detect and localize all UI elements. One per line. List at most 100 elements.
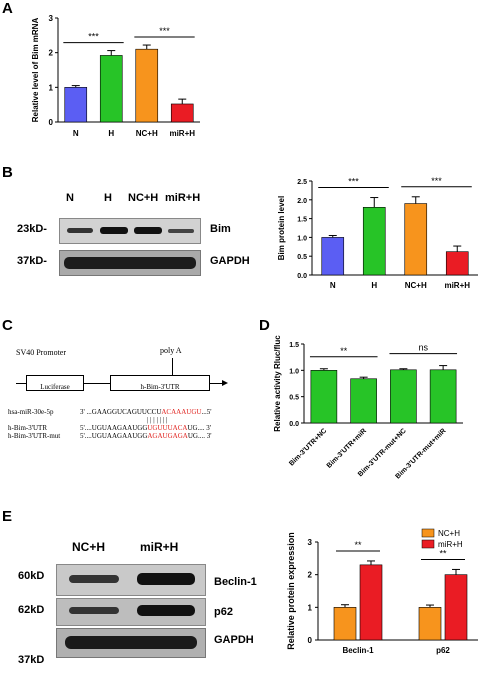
bar xyxy=(362,207,386,276)
bar xyxy=(321,237,345,276)
bar xyxy=(444,574,468,641)
bar xyxy=(310,370,338,424)
category-label: Bim-3'UTR+miR xyxy=(326,427,368,469)
y-tick-label: 0.5 xyxy=(289,395,299,402)
bar xyxy=(135,48,159,123)
blot-b-protein-gapdh: GAPDH xyxy=(210,255,250,267)
panel-label-a: A xyxy=(2,0,13,17)
blot-b-protein-bim: Bim xyxy=(210,223,231,235)
y-tick-label: 0 xyxy=(49,118,54,127)
band xyxy=(137,573,195,585)
mut-seq: 5'....UGUAAGAAUGGAGAUGAGAUG.... 3' xyxy=(80,432,211,440)
band xyxy=(64,257,196,269)
legend-label: NC+H xyxy=(438,529,460,538)
category-label: Beclin-1 xyxy=(342,646,374,655)
blot-e-marker-60: 60kD xyxy=(18,570,45,582)
blot-b-lane-n: N xyxy=(66,192,74,204)
mut-site: AGAUGAGA xyxy=(147,432,188,440)
significance-label: ** xyxy=(439,548,447,558)
significance-label: ** xyxy=(340,346,348,356)
blot-b-bim-strip xyxy=(59,218,201,244)
y-tick-label: 0.5 xyxy=(297,254,307,261)
mirna-seq-suffix: ...5' xyxy=(201,408,212,416)
mirna-seed: ACAAAUGU xyxy=(161,408,202,416)
wt-seq: 5'....UGUAAGAAUGGUGUUUACAUG.... 3' xyxy=(80,424,211,432)
significance-label: *** xyxy=(348,177,359,187)
band xyxy=(137,605,195,616)
bar xyxy=(99,55,123,123)
significance-label: ns xyxy=(418,343,428,353)
bar xyxy=(350,378,377,424)
bar xyxy=(390,369,417,424)
bar xyxy=(429,369,457,424)
blot-e-marker-37: 37kD xyxy=(18,654,45,666)
mut-name: h-Bim-3'UTR-mut xyxy=(8,432,61,440)
band xyxy=(168,229,194,233)
band xyxy=(100,227,128,234)
chart-a: 0 1 2 3 Relative level of Bim mRNA N H NC+H miR+… xyxy=(31,14,200,138)
y-tick-label: 2 xyxy=(308,571,313,580)
luciferase-label: Luciferase xyxy=(40,383,70,391)
chart-d: 0.0 0.5 1.0 1.5 Relative activity Rluc/fluc B… xyxy=(273,335,463,480)
y-axis-label: Relative protein expression xyxy=(286,532,296,650)
category-label: H xyxy=(371,281,377,290)
legend-label: miR+H xyxy=(438,540,463,549)
blot-e-marker-62: 62kD xyxy=(18,604,45,616)
wt-name: h-Bim-3'UTR xyxy=(8,424,47,432)
band xyxy=(67,228,93,233)
wt-seq-prefix: 5'....UGUAAGAAUGG xyxy=(80,424,148,432)
bar xyxy=(445,251,469,276)
bar xyxy=(170,103,194,123)
y-tick-label: 3 xyxy=(49,14,54,23)
category-label: Bim-3'UTR+NC xyxy=(288,427,328,467)
y-tick-label: 1.0 xyxy=(297,235,307,242)
blot-e-p62-strip xyxy=(56,598,206,626)
legend-swatch xyxy=(421,528,435,538)
blot-e: NC+H miR+H 60kD 62kD 37kD Beclin-1 p62 G… xyxy=(0,530,260,676)
y-tick-label: 0 xyxy=(308,636,313,645)
y-axis-label: Bim protein level xyxy=(277,196,286,260)
blot-b-marker-23: 23kD- xyxy=(17,223,47,235)
legend-swatch xyxy=(421,539,435,549)
bar xyxy=(404,203,428,276)
bar xyxy=(418,607,442,641)
blot-b-marker-37: 37kD- xyxy=(17,255,47,267)
band xyxy=(134,227,162,234)
wt-site: UGUUUACA xyxy=(147,424,188,432)
mut-seq-suffix: UG.... 3' xyxy=(187,432,212,440)
utr-box: h-Bim-3'UTR xyxy=(110,375,210,391)
y-tick-label: 2.0 xyxy=(297,198,307,205)
significance-label: *** xyxy=(431,176,442,186)
significance-label: ** xyxy=(354,540,362,550)
panel-label-d: D xyxy=(259,317,270,334)
blot-e-beclin-strip xyxy=(56,564,206,596)
category-label: NC+H xyxy=(405,281,427,290)
y-tick-label: 1.5 xyxy=(289,342,299,349)
category-label: H xyxy=(108,129,114,138)
mirna-name: hsa-miR-30e-5p xyxy=(8,408,54,416)
y-tick-label: 0.0 xyxy=(289,421,299,428)
arrow-icon xyxy=(222,380,228,386)
category-label: miR+H xyxy=(444,281,470,290)
band xyxy=(69,607,119,614)
mirna-seq: 3' ...GAAGGUCAGUUCCUACAAAUGU...5' xyxy=(80,408,211,416)
luciferase-box: Luciferase xyxy=(26,375,84,391)
polya-label: poly A xyxy=(160,346,182,355)
y-tick-label: 1.5 xyxy=(297,217,307,224)
y-axis-label: Relative level of Bim mRNA xyxy=(31,18,40,123)
y-tick-label: 2 xyxy=(49,49,54,58)
wt-seq-suffix: UG.... 3' xyxy=(187,424,212,432)
panel-label-e: E xyxy=(2,508,13,525)
construct-diagram: SV40 Promoter poly A Luciferase h-Bim-3'… xyxy=(0,330,258,440)
y-tick-label: 1 xyxy=(49,83,54,92)
blot-b-lane-nch: NC+H xyxy=(128,192,159,204)
blot-b-gapdh-strip xyxy=(59,250,201,276)
y-axis-label: Relative activity Rluc/fluc xyxy=(273,335,282,432)
blot-b: N H NC+H miR+H 23kD- 37kD- Bim GAPDH xyxy=(0,180,260,280)
y-tick-label: 3 xyxy=(308,538,313,547)
y-tick-label: 1.0 xyxy=(289,368,299,375)
bar xyxy=(64,87,88,123)
blot-e-lane-mirh: miR+H xyxy=(140,540,179,554)
polya-tick xyxy=(172,358,173,375)
